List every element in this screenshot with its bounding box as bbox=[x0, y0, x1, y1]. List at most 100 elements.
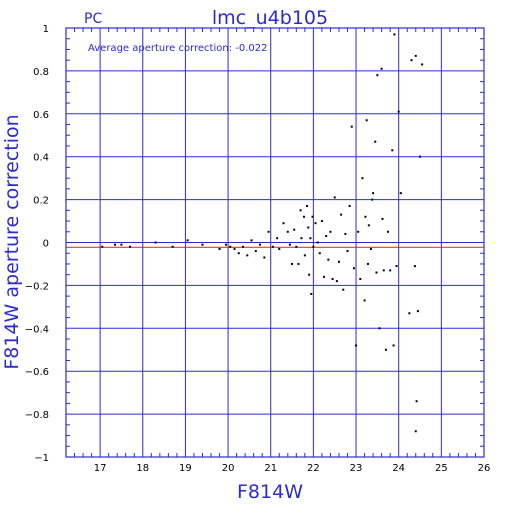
data-point bbox=[382, 269, 385, 272]
data-point bbox=[267, 230, 270, 233]
data-point bbox=[344, 232, 347, 235]
data-point bbox=[311, 215, 314, 218]
data-point bbox=[101, 245, 104, 248]
data-point bbox=[300, 237, 303, 240]
data-point bbox=[218, 247, 221, 250]
data-point bbox=[350, 125, 353, 128]
x-tick-label: 22 bbox=[307, 463, 320, 474]
data-point bbox=[271, 245, 274, 248]
data-point bbox=[278, 247, 281, 250]
data-point bbox=[295, 245, 298, 248]
data-point bbox=[201, 243, 204, 246]
data-point bbox=[363, 299, 366, 302]
data-point bbox=[340, 213, 343, 216]
data-point bbox=[224, 243, 227, 246]
data-point bbox=[397, 110, 400, 113]
data-point bbox=[233, 247, 236, 250]
data-point bbox=[348, 205, 351, 208]
data-point bbox=[410, 59, 413, 62]
data-point bbox=[416, 310, 419, 313]
data-point bbox=[318, 252, 321, 255]
data-point bbox=[352, 267, 355, 270]
average-annotation: Average aperture correction: -0.022 bbox=[88, 43, 268, 54]
data-point bbox=[364, 215, 367, 218]
data-point bbox=[367, 224, 370, 227]
data-point bbox=[414, 54, 417, 57]
data-point bbox=[357, 230, 360, 233]
data-point bbox=[414, 430, 417, 433]
data-point bbox=[246, 254, 249, 257]
data-point bbox=[186, 239, 189, 242]
data-point bbox=[419, 155, 422, 158]
plot-frame bbox=[65, 27, 485, 458]
data-point bbox=[325, 235, 328, 238]
data-point bbox=[413, 265, 416, 268]
y-tick-label: −0.2 bbox=[25, 281, 49, 292]
y-tick-label: 0.2 bbox=[33, 196, 49, 207]
data-point bbox=[393, 33, 396, 36]
data-point bbox=[378, 327, 381, 330]
data-point bbox=[309, 237, 312, 240]
x-tick-label: 24 bbox=[392, 463, 405, 474]
data-point bbox=[415, 400, 418, 403]
data-point bbox=[154, 241, 157, 244]
data-point bbox=[303, 254, 306, 257]
data-point bbox=[384, 348, 387, 351]
data-point bbox=[391, 149, 394, 152]
data-point bbox=[299, 209, 302, 212]
data-point bbox=[303, 215, 306, 218]
data-point bbox=[387, 230, 390, 233]
data-point bbox=[380, 67, 383, 70]
data-point bbox=[291, 262, 294, 265]
grid-lines bbox=[66, 27, 485, 458]
data-point bbox=[327, 258, 330, 261]
chart-title: lmc_u4b105 bbox=[212, 7, 328, 29]
data-point bbox=[421, 63, 424, 66]
x-tick-label: 25 bbox=[435, 463, 448, 474]
data-point bbox=[346, 250, 349, 253]
data-point bbox=[395, 265, 398, 268]
data-point bbox=[297, 262, 300, 265]
data-point bbox=[376, 74, 379, 77]
data-point bbox=[331, 277, 334, 280]
y-tick-label: −1 bbox=[34, 453, 49, 464]
data-point bbox=[381, 217, 384, 220]
data-point bbox=[282, 222, 285, 225]
panel-label: PC bbox=[84, 11, 102, 27]
data-point bbox=[229, 245, 232, 248]
y-tick-label: 0.4 bbox=[33, 153, 49, 164]
data-point bbox=[293, 228, 296, 231]
data-point bbox=[335, 280, 338, 283]
x-tick-label: 26 bbox=[478, 463, 491, 474]
data-point bbox=[374, 140, 377, 143]
data-point bbox=[323, 275, 326, 278]
x-tick-label: 19 bbox=[179, 463, 192, 474]
y-tick-label: 0.8 bbox=[33, 67, 49, 78]
data-point bbox=[399, 192, 402, 195]
data-point bbox=[286, 230, 289, 233]
data-point bbox=[369, 247, 372, 250]
data-point bbox=[375, 271, 378, 274]
data-point bbox=[242, 245, 245, 248]
data-point bbox=[305, 205, 308, 208]
data-points bbox=[101, 33, 424, 433]
data-point bbox=[372, 192, 375, 195]
y-tick-label: −0.8 bbox=[25, 410, 49, 421]
data-point bbox=[342, 288, 345, 291]
data-point bbox=[359, 277, 362, 280]
data-point bbox=[288, 243, 291, 246]
data-point bbox=[120, 243, 123, 246]
data-point bbox=[361, 177, 364, 180]
data-point bbox=[333, 196, 336, 199]
data-point bbox=[128, 245, 131, 248]
data-point bbox=[276, 237, 279, 240]
data-point bbox=[171, 245, 174, 248]
data-point bbox=[366, 262, 369, 265]
data-point bbox=[312, 245, 315, 248]
y-tick-label: 1 bbox=[43, 24, 49, 35]
data-point bbox=[259, 243, 262, 246]
x-tick-label: 17 bbox=[94, 463, 107, 474]
data-point bbox=[307, 226, 310, 229]
data-point bbox=[355, 344, 358, 347]
